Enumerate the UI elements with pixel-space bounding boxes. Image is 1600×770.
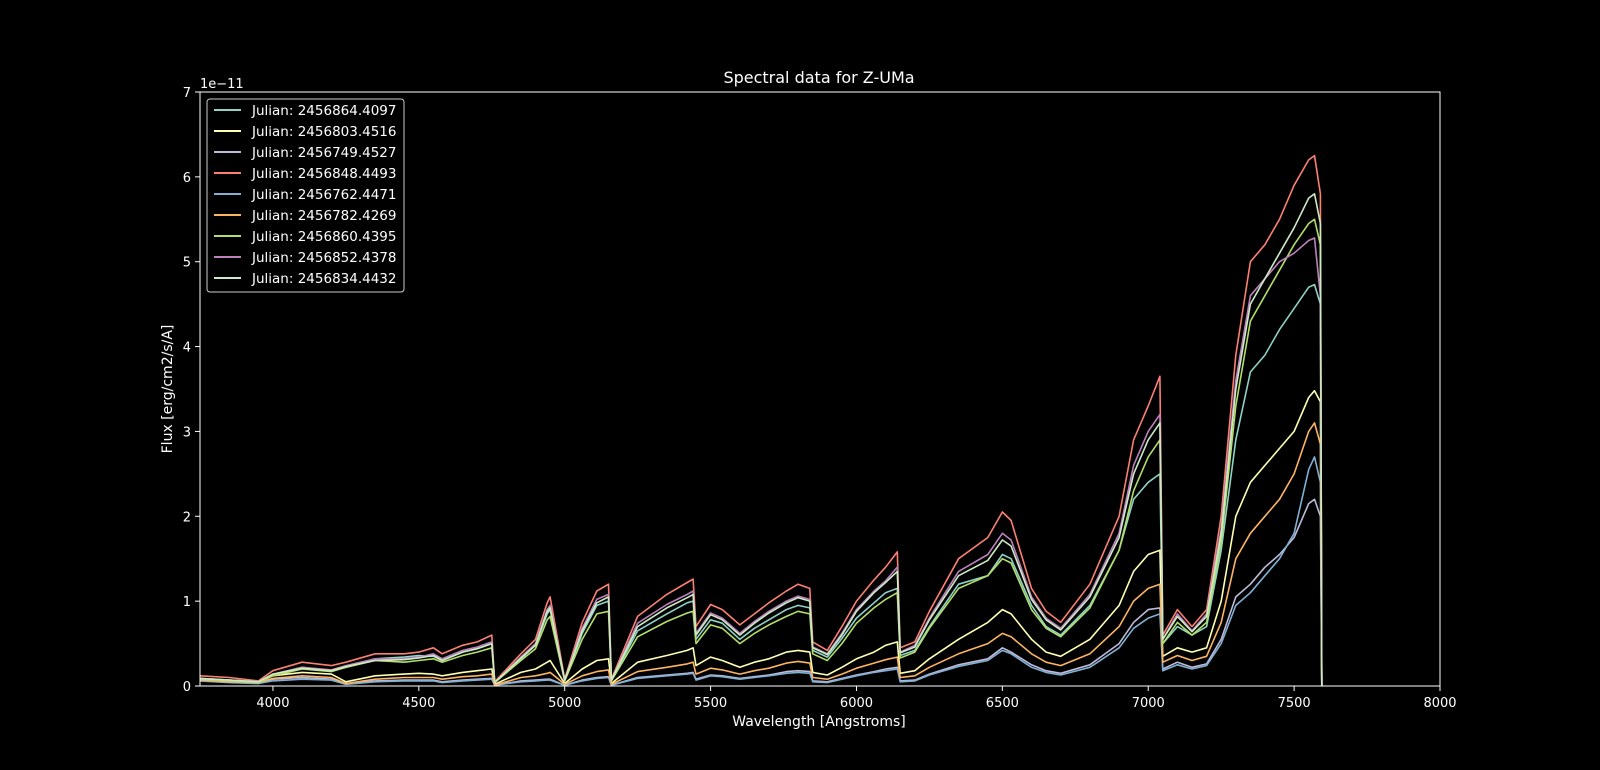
series-layer (199, 154, 1323, 687)
series-line-5 (199, 456, 1323, 687)
legend-label-4: Julian: 2456848.4493 (251, 166, 396, 182)
x-tick-label: 4000 (256, 696, 289, 711)
y-tick-label: 0 (183, 680, 191, 695)
series-line-7 (199, 218, 1323, 687)
series-line-8 (199, 237, 1323, 687)
x-tick-label: 7500 (1278, 696, 1311, 711)
legend-label-2: Julian: 2456803.4516 (251, 124, 396, 140)
series-line-9 (199, 193, 1323, 687)
y-axis: 0 1 2 3 4 5 6 7 (183, 86, 200, 695)
legend-label-9: Julian: 2456834.4432 (251, 271, 396, 287)
chart-title: Spectral data for Z-UMa (723, 68, 914, 87)
legend-label-7: Julian: 2456860.4395 (251, 229, 396, 245)
x-tick-label: 6000 (840, 696, 873, 711)
legend-box (206, 98, 405, 293)
series-line-4 (199, 154, 1323, 687)
y-tick-label: 1 (183, 595, 191, 610)
y-axis-label: Flux [erg/cm2/s/A] (160, 325, 176, 454)
legend-label-1: Julian: 2456864.4097 (251, 103, 396, 119)
legend-label-6: Julian: 2456782.4269 (251, 208, 396, 224)
x-axis-label: Wavelength [Angstroms] (732, 714, 906, 730)
legend-label-5: Julian: 2456762.4471 (251, 187, 396, 203)
series-line-6 (199, 422, 1323, 687)
legend-label-8: Julian: 2456852.4378 (251, 250, 396, 266)
y-tick-label: 3 (183, 425, 191, 440)
legend-label-3: Julian: 2456749.4527 (251, 145, 396, 161)
y-tick-label: 4 (183, 341, 191, 356)
y-tick-label: 6 (183, 171, 191, 186)
x-tick-label: 5000 (548, 696, 581, 711)
y-tick-label: 7 (183, 86, 191, 101)
series-line-1 (199, 283, 1323, 687)
plot-frame (199, 91, 1441, 687)
y-tick-label: 2 (183, 510, 191, 525)
x-tick-label: 8000 (1423, 696, 1456, 711)
y-offset-label: 1e−11 (200, 77, 244, 92)
x-axis: 4000 4500 5000 5500 6000 6500 7000 7500 8000 (256, 686, 1457, 711)
series-line-2 (199, 389, 1323, 687)
y-tick-label: 5 (183, 256, 191, 271)
x-tick-label: 6500 (986, 696, 1019, 711)
x-tick-label: 7000 (1132, 696, 1165, 711)
series-line-3 (199, 498, 1323, 687)
x-tick-label: 5500 (694, 696, 727, 711)
legend: Julian: 2456864.4097 Julian: 2456803.4516… (206, 98, 405, 293)
x-tick-label: 4500 (402, 696, 435, 711)
